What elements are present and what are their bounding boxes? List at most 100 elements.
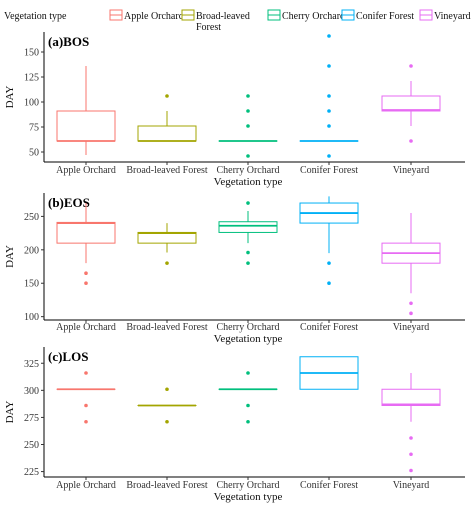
- x-tick-label: Broad-leaved Forest: [126, 322, 208, 333]
- box-apple-orchard: [56, 66, 116, 155]
- box-broad-leaved-forest: [137, 387, 197, 424]
- y-tick-label: 150: [24, 279, 39, 290]
- x-tick-label: Broad-leaved Forest: [126, 480, 208, 491]
- y-tick-label: 300: [24, 386, 39, 397]
- outlier-point: [246, 419, 250, 424]
- legend-label-vineyard: Vineyard: [434, 11, 471, 22]
- outlier-point: [327, 124, 331, 128]
- outlier-point: [409, 64, 413, 68]
- outlier-point: [327, 261, 331, 265]
- y-axis-title: DAY: [4, 245, 16, 268]
- outlier-point: [409, 301, 413, 306]
- legend-label-cherry-orchard: Cherry Orchard: [282, 11, 345, 22]
- outlier-point: [327, 94, 331, 98]
- panel-title: (b)EOS: [48, 195, 90, 210]
- box-apple-orchard: [56, 203, 116, 286]
- box-iqr: [218, 221, 278, 233]
- y-tick-label: 250: [24, 440, 39, 451]
- legend-item-cherry-orchard: Cherry Orchard: [267, 9, 345, 22]
- x-axis-title: Vegetation type: [214, 176, 283, 188]
- legend-item-apple-orchard: Apple Orchard: [109, 9, 184, 22]
- box-apple-orchard: [56, 371, 116, 424]
- x-tick-label: Cherry Orchard: [216, 165, 279, 176]
- box-iqr: [137, 125, 197, 142]
- legend-item-vineyard: Vineyard: [419, 9, 471, 22]
- outlier-point: [246, 124, 250, 128]
- y-axis-title: DAY: [4, 86, 16, 109]
- legend-label-conifer-forest: Conifer Forest: [356, 11, 414, 22]
- box-cherry-orchard: [218, 201, 278, 265]
- outlier-point: [246, 154, 250, 158]
- panel-title: (a)BOS: [48, 34, 89, 49]
- outlier-point: [165, 261, 169, 265]
- outlier-point: [246, 261, 250, 265]
- outlier-point: [409, 452, 413, 457]
- panel-a-bos: 50 75 100 125 150 DAY (a)BOS Apple Orchard Broad…: [4, 32, 465, 188]
- y-tick-label: 275: [24, 413, 39, 424]
- y-tick-label: 125: [24, 73, 39, 84]
- y-tick-label: 100: [24, 98, 39, 109]
- y-tick-label: 200: [24, 245, 39, 256]
- box-cherry-orchard: [218, 371, 278, 424]
- box-conifer-forest: [299, 34, 359, 158]
- y-tick-label: 50: [29, 148, 39, 159]
- outlier-point: [327, 281, 331, 286]
- y-tick-label: 250: [24, 212, 39, 223]
- chart-panels: 50 75 100 125 150 DAY (a)BOS Apple Orchard Broad…: [4, 32, 465, 503]
- outlier-point: [327, 34, 331, 38]
- legend-item-broad-leaved-forest: Broad-leaved Forest: [181, 9, 250, 33]
- outlier-point: [327, 64, 331, 68]
- x-tick-label: Conifer Forest: [300, 165, 358, 176]
- box-iqr: [137, 231, 197, 244]
- x-tick-label: Vineyard: [393, 322, 430, 333]
- box-cherry-orchard: [218, 94, 278, 158]
- outlier-point: [409, 311, 413, 316]
- x-tick-label: Vineyard: [393, 480, 430, 491]
- box-conifer-forest: [299, 196, 359, 286]
- outlier-point: [165, 387, 169, 392]
- outlier-point: [246, 109, 250, 113]
- box-iqr: [56, 110, 116, 142]
- outlier-point: [84, 271, 88, 276]
- outlier-point: [84, 281, 88, 286]
- x-axis-title: Vegetation type: [214, 491, 283, 503]
- box-broad-leaved-forest: [137, 223, 197, 265]
- legend-label-broad-leaved-forest: Broad-leaved Forest: [196, 11, 250, 33]
- panel-b-eos: 100 150 200 250 DAY (b)EOS Apple Orchard Broad-…: [4, 193, 465, 345]
- x-tick-label: Apple Orchard: [56, 480, 116, 491]
- y-axis-title: DAY: [4, 401, 16, 424]
- x-tick-label: Conifer Forest: [300, 480, 358, 491]
- box-iqr: [56, 221, 116, 244]
- x-tick-label: Cherry Orchard: [216, 322, 279, 333]
- legend-label-apple-orchard: Apple Orchard: [124, 11, 184, 22]
- box-vineyard: [381, 213, 441, 316]
- y-tick-label: 325: [24, 359, 39, 370]
- outlier-point: [409, 436, 413, 440]
- outlier-point: [246, 403, 250, 408]
- y-tick-label: 225: [24, 467, 39, 478]
- box-broad-leaved-forest: [137, 94, 197, 142]
- legend-title: Vegetation type: [4, 11, 67, 22]
- x-axis-title: Vegetation type: [214, 333, 283, 345]
- y-tick-label: 100: [24, 312, 39, 323]
- outlier-point: [84, 403, 88, 408]
- outlier-point: [409, 139, 413, 143]
- outlier-point: [327, 109, 331, 113]
- outlier-point: [246, 94, 250, 98]
- x-tick-label: Apple Orchard: [56, 165, 116, 176]
- outlier-point: [246, 250, 250, 255]
- y-tick-label: 150: [24, 48, 39, 59]
- x-tick-label: Broad-leaved Forest: [126, 165, 208, 176]
- x-tick-label: Vineyard: [393, 165, 430, 176]
- x-tick-label: Cherry Orchard: [216, 480, 279, 491]
- outlier-point: [409, 468, 413, 473]
- panel-c-los: 225 250 275 300 325 DAY (c)LOS Apple Orchard Bro…: [4, 347, 465, 503]
- legend: Vegetation type Apple Orchard Broad-leave…: [4, 9, 471, 33]
- x-tick-label: Apple Orchard: [56, 322, 116, 333]
- outlier-point: [84, 419, 88, 424]
- x-tick-label: Conifer Forest: [300, 322, 358, 333]
- panel-title: (c)LOS: [48, 349, 88, 364]
- outlier-point: [165, 94, 169, 98]
- outlier-point: [84, 371, 88, 375]
